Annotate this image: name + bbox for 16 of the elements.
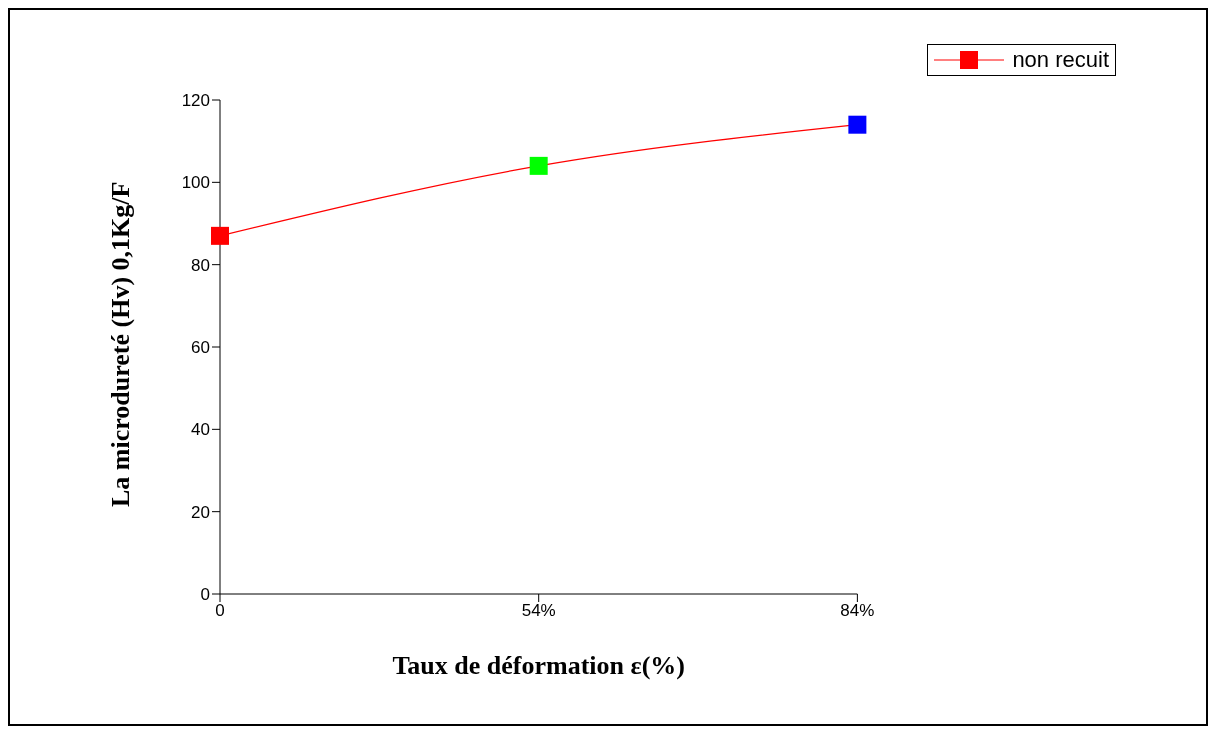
y-tick-label: 80 xyxy=(191,255,210,275)
point xyxy=(211,226,229,245)
legend-label: non recuit xyxy=(1012,47,1109,73)
y-tick-label: 60 xyxy=(191,338,210,358)
x-tick-label: 84% xyxy=(840,601,875,621)
y-axis-title: La microdureté (Hv) 0,1Kg/F xyxy=(106,181,136,507)
y-tick-label: 0 xyxy=(200,585,210,605)
x-tick-label: 54% xyxy=(521,601,556,621)
y-tick-label: 120 xyxy=(181,91,210,111)
y-tick-label: 40 xyxy=(191,420,210,440)
x-axis-title: Taux de déformation ε(%) xyxy=(392,651,685,680)
point xyxy=(529,156,548,175)
y-tick-label: 100 xyxy=(181,173,210,193)
y-tick-label: 20 xyxy=(191,502,210,522)
x-tick-label: 0 xyxy=(215,601,225,621)
point xyxy=(848,115,867,134)
